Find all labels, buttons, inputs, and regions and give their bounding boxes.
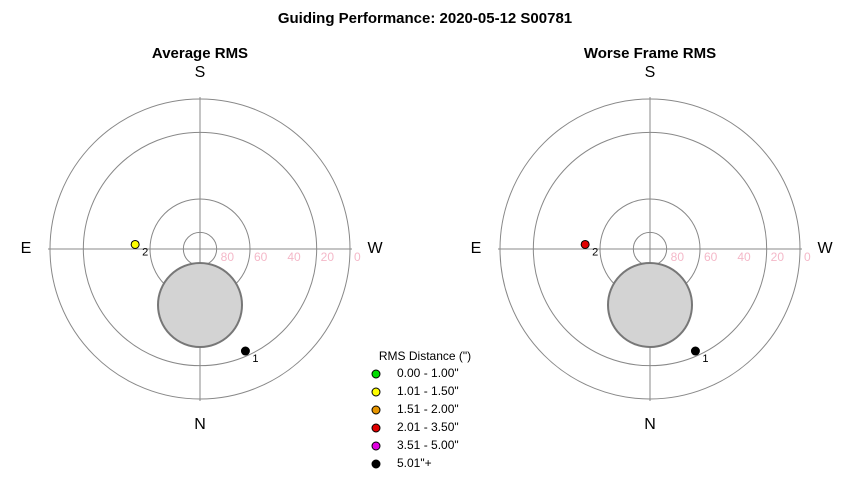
direction-label: N [194, 416, 206, 433]
direction-label: E [21, 240, 32, 257]
r-tick-label: 20 [321, 250, 335, 264]
legend-label: 2.01 - 3.50" [397, 420, 459, 434]
direction-label: W [367, 240, 383, 257]
point [130, 239, 140, 249]
legend-marker [371, 459, 381, 469]
legend-marker [371, 441, 381, 451]
r-tick-label: 0 [804, 250, 811, 264]
point [240, 346, 250, 356]
point [580, 239, 590, 249]
r-tick-label: 0 [354, 250, 361, 264]
legend-marker [371, 423, 381, 433]
r-tick-label: 40 [737, 250, 751, 264]
exclusion-zone [157, 262, 243, 348]
legend-label: 3.51 - 5.00" [397, 438, 459, 452]
point-label: 2 [592, 246, 598, 258]
chart-title: Worse Frame RMS [584, 45, 716, 62]
legend-marker [371, 405, 381, 415]
direction-label: S [195, 64, 206, 81]
figure-title: Guiding Performance: 2020-05-12 S00781 [278, 10, 572, 27]
point-label: 1 [252, 353, 258, 365]
direction-label: E [471, 240, 482, 257]
r-tick-label: 20 [771, 250, 785, 264]
legend-label: 1.01 - 1.50" [397, 384, 459, 398]
r-tick-label: 60 [254, 250, 268, 264]
point-label: 1 [702, 353, 708, 365]
legend-title: RMS Distance (") [379, 349, 471, 363]
r-tick-label: 80 [671, 250, 685, 264]
r-tick-label: 80 [221, 250, 235, 264]
legend-marker [371, 387, 381, 397]
legend-label: 1.51 - 2.00" [397, 402, 459, 416]
point [690, 346, 700, 356]
direction-label: W [817, 240, 833, 257]
chart-title: Average RMS [152, 45, 248, 62]
legend-marker [371, 369, 381, 379]
point-label: 2 [142, 246, 148, 258]
legend-label: 5.01"+ [397, 456, 432, 470]
r-tick-label: 40 [287, 250, 301, 264]
legend-label: 0.00 - 1.00" [397, 366, 459, 380]
direction-label: S [645, 64, 656, 81]
r-tick-label: 60 [704, 250, 718, 264]
exclusion-zone [607, 262, 693, 348]
direction-label: N [644, 416, 656, 433]
